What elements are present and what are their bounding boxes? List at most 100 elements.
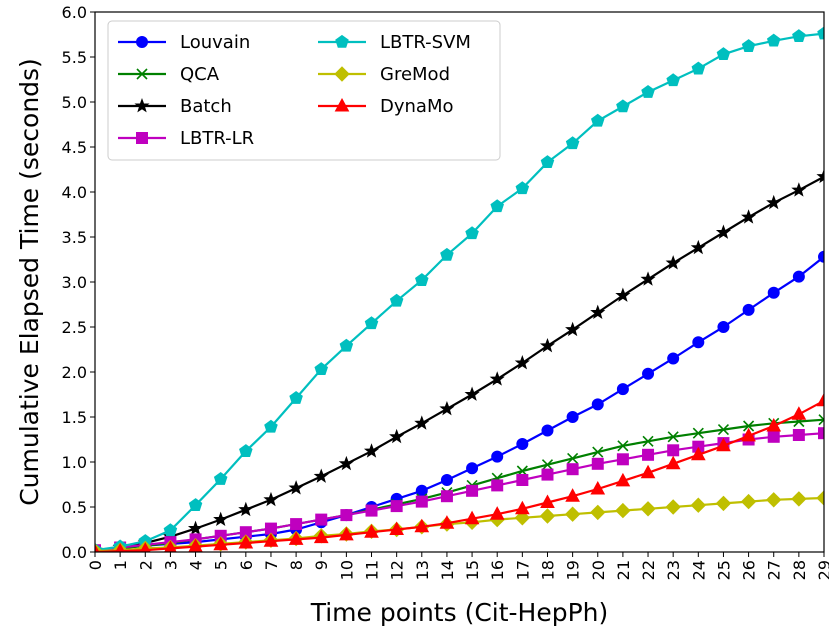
y-tick-label: 6.0 xyxy=(62,3,87,22)
y-axis-label: Cumulative Elapsed Time (seconds) xyxy=(15,58,44,506)
y-tick-label: 3.0 xyxy=(62,273,87,292)
data-point-lbtr-lr xyxy=(415,495,428,508)
data-point-qca xyxy=(667,431,679,443)
data-point-dynamo xyxy=(263,533,279,547)
data-point-gremod xyxy=(715,495,732,512)
data-point-batch xyxy=(640,271,656,286)
data-point-lbtr-lr xyxy=(642,448,655,461)
data-point-dynamo xyxy=(615,472,631,487)
data-point-louvain xyxy=(642,367,655,380)
data-point-dynamo xyxy=(690,446,706,461)
data-point-lbtr-lr xyxy=(541,468,554,481)
data-point-dynamo xyxy=(288,531,304,545)
data-point-qca xyxy=(617,440,629,452)
data-point-gremod xyxy=(640,501,656,517)
data-point-louvain xyxy=(466,462,479,475)
data-point-dynamo xyxy=(489,506,505,520)
x-tick-label: 8 xyxy=(287,560,306,570)
data-point-batch xyxy=(791,182,807,197)
y-tick-label: 3.5 xyxy=(62,228,87,247)
x-tick-label: 12 xyxy=(388,560,407,580)
data-point-batch xyxy=(514,355,530,370)
data-point-lbtr-lr xyxy=(365,504,378,517)
x-tick-label: 2 xyxy=(136,560,155,570)
data-point-lbtr-lr xyxy=(290,518,303,531)
legend-label: Batch xyxy=(180,96,232,117)
data-point-dynamo xyxy=(716,437,731,452)
data-point-louvain xyxy=(692,336,705,349)
legend-marker xyxy=(334,97,350,112)
data-point-gremod xyxy=(766,492,782,508)
data-point-qca xyxy=(642,435,654,447)
y-tick-label: 2.5 xyxy=(62,318,87,337)
y-tick-label: 0.0 xyxy=(62,543,87,562)
data-point-gremod xyxy=(690,497,707,513)
data-point-lbtr-svm xyxy=(389,293,404,307)
data-point-qca xyxy=(592,446,604,458)
data-point-lbtr-svm xyxy=(515,181,530,195)
y-tick-label: 1.0 xyxy=(62,453,87,472)
data-point-batch xyxy=(665,255,681,270)
data-point-louvain xyxy=(742,303,755,316)
data-point-batch xyxy=(363,443,380,458)
data-point-dynamo xyxy=(339,526,354,541)
data-point-dynamo xyxy=(414,518,430,533)
legend-marker xyxy=(334,66,350,82)
data-point-batch xyxy=(414,415,430,430)
legend-label: QCA xyxy=(180,64,220,85)
data-point-qca xyxy=(567,452,579,464)
data-point-lbtr-svm xyxy=(691,61,706,75)
series-louvain xyxy=(95,250,824,552)
x-tick-label: 23 xyxy=(664,560,683,580)
legend-item-louvain: Louvain xyxy=(118,32,250,53)
data-point-lbtr-lr xyxy=(440,490,453,503)
data-point-lbtr-lr xyxy=(818,427,824,440)
legend-marker xyxy=(134,98,150,113)
legend-item-lbtr-svm: LBTR-SVM xyxy=(318,32,471,53)
y-axis: 0.0 0.5 1.0 1.5 2.0 2.5 3.0 3.5 4.0 4.5 5.0 5.5 6.0 xyxy=(62,3,95,562)
data-point-lbtr-svm xyxy=(213,471,228,485)
data-point-batch xyxy=(489,371,505,386)
data-point-dynamo xyxy=(389,521,404,535)
x-tick-label: 13 xyxy=(413,560,432,580)
data-point-lbtr-svm xyxy=(339,338,354,352)
series-lbtr-svm xyxy=(95,26,824,552)
data-point-louvain xyxy=(591,398,604,411)
x-tick-label: 15 xyxy=(463,560,482,580)
data-point-lbtr-lr xyxy=(340,509,353,522)
series-line-louvain xyxy=(95,255,824,552)
data-point-gremod xyxy=(665,499,681,515)
data-point-dynamo xyxy=(665,455,681,470)
axes-layer: 0 1 2 3 4 5 6 7 8 9 10 11 12 13 14 15 16 17 18 19 20 21 22 23 24… xyxy=(62,3,829,580)
data-point-lbtr-lr xyxy=(390,500,403,513)
x-tick-label: 25 xyxy=(714,560,733,580)
x-tick-label: 6 xyxy=(237,560,256,570)
y-tick-label: 4.0 xyxy=(62,183,87,202)
y-tick-label: 5.5 xyxy=(62,48,87,67)
y-tick-label: 0.5 xyxy=(62,498,87,517)
data-point-lbtr-lr xyxy=(566,463,579,476)
data-point-batch xyxy=(816,168,824,184)
data-point-batch xyxy=(238,501,254,517)
series-line-qca xyxy=(95,418,824,552)
legend-label: LBTR-LR xyxy=(180,128,254,149)
data-point-batch xyxy=(439,400,455,416)
x-tick-label: 10 xyxy=(337,560,356,580)
data-point-lbtr-svm xyxy=(590,113,605,127)
data-point-dynamo xyxy=(816,392,824,407)
series-dynamo xyxy=(95,392,824,552)
data-point-gremod xyxy=(539,508,556,524)
y-tick-label: 1.5 xyxy=(62,408,87,427)
data-point-batch xyxy=(187,520,204,536)
data-point-qca xyxy=(692,427,704,439)
data-point-louvain xyxy=(516,438,529,450)
data-point-lbtr-svm xyxy=(264,419,278,433)
legend-item-qca: QCA xyxy=(118,64,220,85)
x-tick-label: 28 xyxy=(790,560,809,580)
x-tick-label: 29 xyxy=(815,560,829,580)
data-point-dynamo xyxy=(439,515,455,529)
data-point-gremod xyxy=(615,502,631,519)
data-point-gremod xyxy=(740,493,757,510)
data-point-lbtr-svm xyxy=(239,444,253,457)
